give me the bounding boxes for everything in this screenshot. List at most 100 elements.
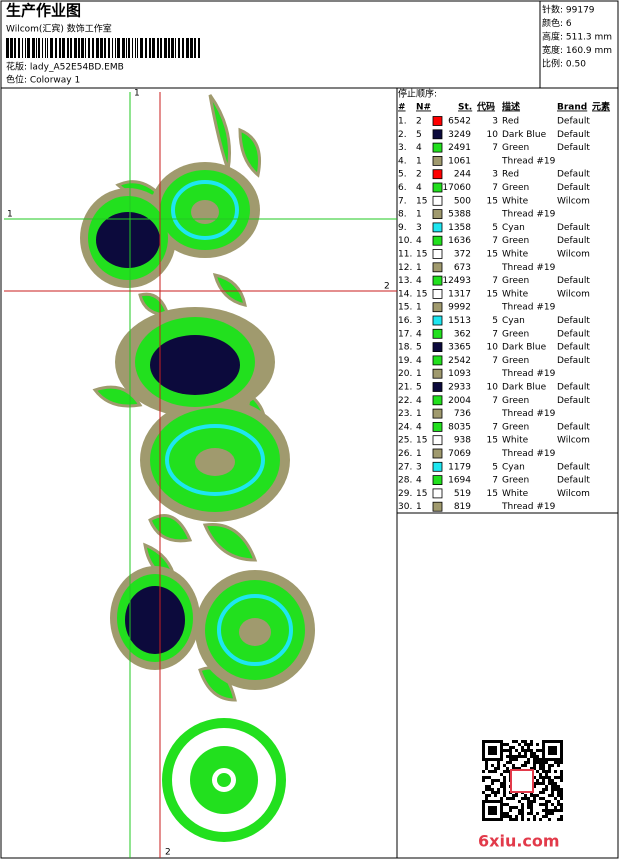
bar — [126, 38, 127, 58]
needle: 2 — [416, 170, 422, 180]
bar — [70, 38, 72, 58]
brand: Wilcom — [557, 289, 590, 299]
qr-cell — [512, 767, 515, 770]
info-line: 宽度: 160.9 mm — [542, 44, 612, 56]
color-swatch — [432, 475, 443, 486]
qr-cell — [485, 776, 488, 779]
bar — [171, 38, 174, 58]
table-caption: 停止顺序: — [398, 88, 437, 100]
stitches: 8035 — [448, 422, 471, 432]
qr-cell — [488, 770, 491, 773]
code: 15 — [487, 436, 498, 446]
color-swatch — [432, 461, 443, 472]
bar — [92, 38, 94, 58]
qr-cell — [506, 761, 509, 764]
color-swatch — [432, 421, 443, 432]
row-number: 17. — [398, 329, 412, 339]
stitches: 1694 — [448, 476, 471, 486]
bar — [6, 38, 9, 58]
brand: Default — [557, 183, 590, 193]
qr-cell — [530, 809, 533, 812]
bar — [132, 38, 133, 58]
color-swatch — [432, 195, 443, 206]
qr-cell — [557, 791, 560, 794]
qr-cell — [551, 803, 554, 806]
needle: 1 — [416, 303, 422, 313]
description: Dark Blue — [502, 343, 547, 353]
qr-cell — [521, 797, 524, 800]
qr-cell — [533, 761, 536, 764]
row-number: 21. — [398, 383, 412, 393]
qr-cell — [512, 797, 515, 800]
needle: 15 — [416, 250, 427, 260]
stitches: 9992 — [448, 303, 471, 313]
qr-cell — [554, 761, 557, 764]
needle: 1 — [416, 263, 422, 273]
qr-cell — [515, 749, 518, 752]
qr-cell — [560, 761, 563, 764]
row-number: 7. — [398, 196, 407, 206]
qr-cell — [554, 770, 557, 773]
code: 10 — [487, 343, 499, 353]
qr-cell — [485, 785, 488, 788]
stitches: 1179 — [448, 462, 471, 472]
qr-cell — [548, 800, 551, 803]
brand: Default — [557, 356, 590, 366]
bar — [55, 38, 57, 58]
qr-cell — [527, 746, 530, 749]
qr-cell — [557, 803, 560, 806]
description: Red — [502, 170, 519, 180]
description: White — [502, 436, 529, 446]
needle: 4 — [416, 356, 422, 366]
qr-cell — [539, 782, 542, 785]
row-number: 22. — [398, 396, 412, 406]
qr-cell — [485, 767, 488, 770]
bar — [135, 38, 136, 58]
brand: Wilcom — [557, 250, 590, 260]
qr-cell — [491, 770, 494, 773]
color-swatch — [432, 328, 443, 339]
color-swatch — [432, 302, 443, 313]
qr-cell — [530, 803, 533, 806]
needle: 5 — [416, 343, 422, 353]
qr-cell — [521, 755, 524, 758]
qr-cell — [557, 776, 560, 779]
qr-cell — [560, 806, 563, 809]
color-swatch — [432, 169, 443, 180]
qr-cell — [542, 767, 545, 770]
row-number: 13. — [398, 276, 412, 286]
description: White — [502, 196, 529, 206]
subtitle: Wilcom(汇宾) 数饰工作室 — [6, 23, 112, 35]
color-swatch — [432, 448, 443, 459]
needle: 15 — [416, 289, 427, 299]
bar — [67, 38, 69, 58]
qr-cell — [512, 818, 515, 821]
code: 3 — [492, 117, 498, 127]
bar — [152, 38, 155, 58]
qr-cell — [548, 812, 551, 815]
qr-cell — [536, 743, 539, 746]
stitches: 3365 — [448, 343, 471, 353]
qr-cell — [482, 776, 485, 779]
stitches: 7069 — [448, 449, 471, 459]
color-swatch — [432, 222, 443, 233]
qr-cell — [512, 764, 515, 767]
qr-cell — [533, 815, 536, 818]
stitches: 1358 — [448, 223, 471, 233]
bar — [100, 38, 103, 58]
brand: Default — [557, 236, 590, 246]
stitches: 819 — [454, 502, 471, 512]
qr-cell — [494, 794, 497, 797]
brand: Default — [557, 117, 590, 127]
brand: Default — [557, 383, 590, 393]
qr-cell — [560, 773, 563, 776]
row-number: 4. — [398, 156, 407, 166]
stitches: 12493 — [442, 276, 471, 286]
qr-cell — [524, 797, 527, 800]
needle: 15 — [416, 436, 427, 446]
qr-cell — [536, 770, 539, 773]
qr-cell — [542, 776, 545, 779]
qr-cell — [551, 812, 554, 815]
qr-cell — [515, 815, 518, 818]
